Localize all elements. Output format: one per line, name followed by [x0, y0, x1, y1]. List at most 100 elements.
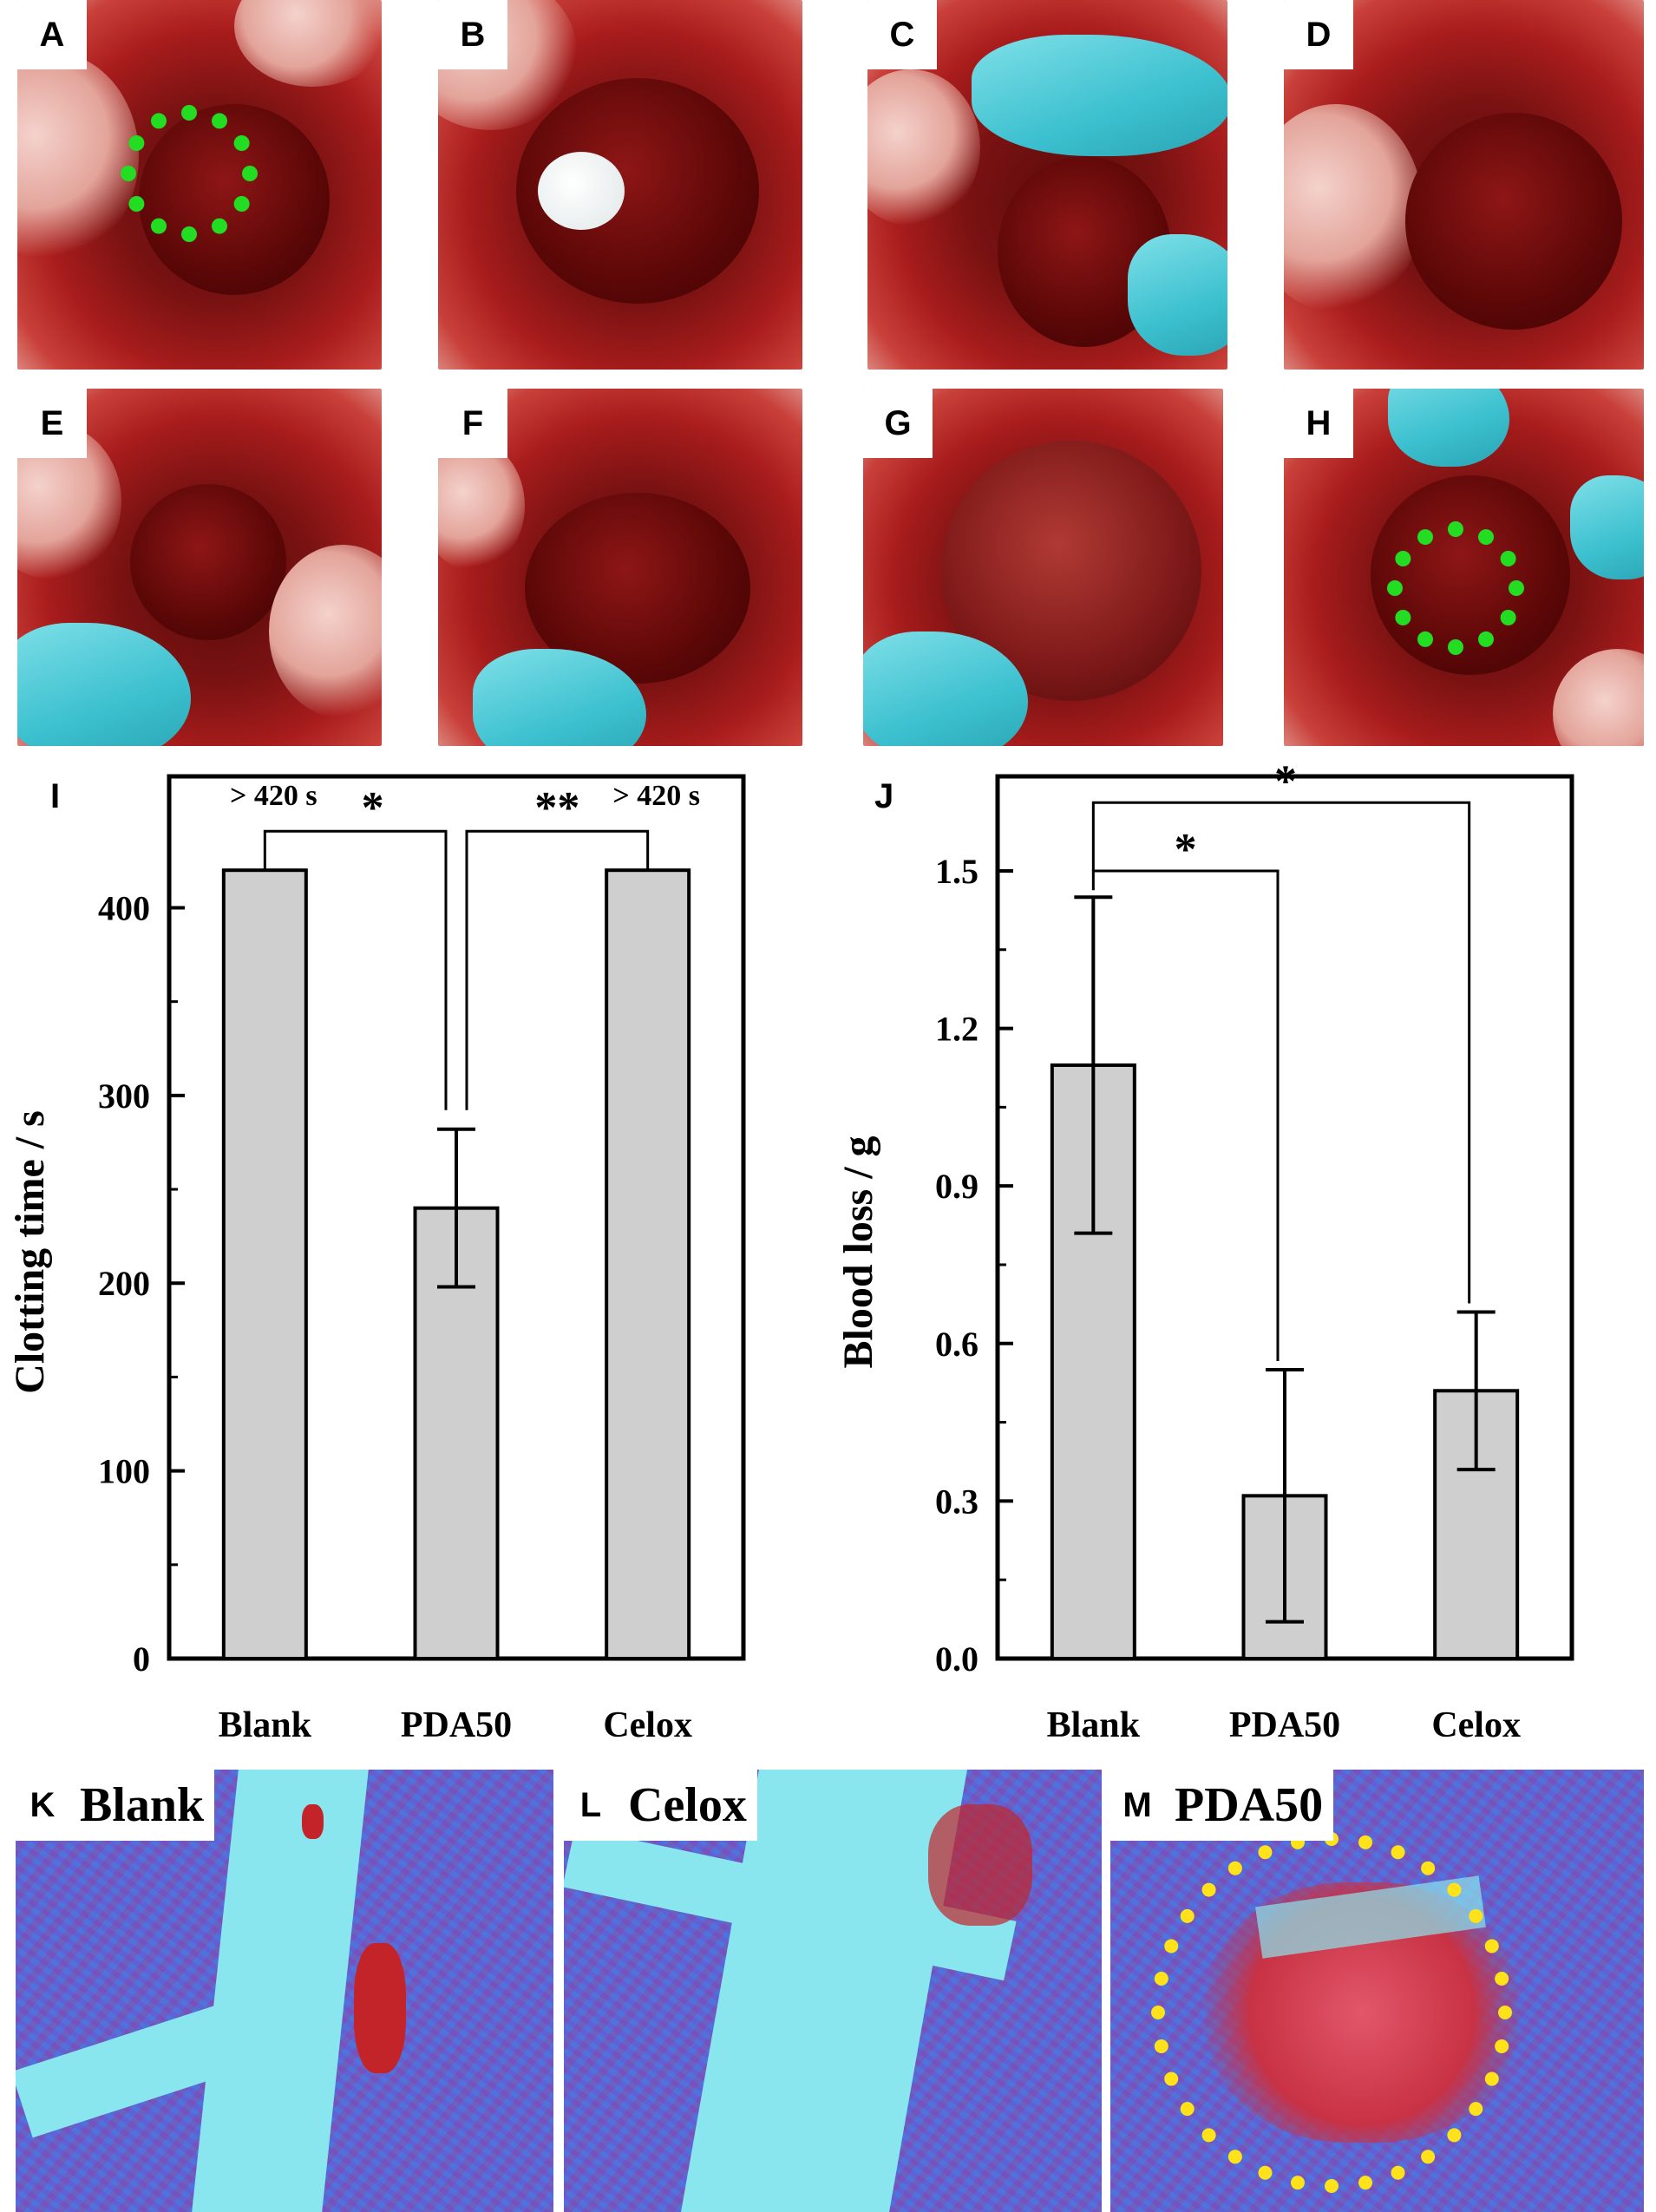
histology-panel-celox: L Celox	[564, 1770, 1102, 2212]
marker-dot	[1417, 631, 1433, 647]
marker-dot	[1484, 2071, 1499, 2086]
panel-letter-f: F	[438, 389, 507, 458]
x-tick-label: Blank	[1047, 1705, 1141, 1744]
marker-dot	[1201, 1882, 1216, 1897]
panel-letter-i: I	[50, 777, 61, 815]
marker-dot	[1448, 521, 1463, 537]
annotation-celox: > 420 s	[612, 780, 700, 812]
y-tick-label: 0	[133, 1639, 150, 1679]
marker-dot	[1201, 2128, 1216, 2143]
marker-dot	[242, 166, 258, 181]
marker-dot	[128, 196, 145, 212]
wound-outline	[1387, 521, 1524, 655]
marker-dot	[181, 226, 197, 242]
marker-dot	[1387, 580, 1403, 596]
marker-dot	[1325, 2179, 1339, 2193]
marker-dot	[1180, 1908, 1195, 1923]
x-tick-label: Blank	[219, 1705, 312, 1744]
panel-letter-g: G	[863, 389, 933, 458]
marker-dot	[1391, 1845, 1405, 1860]
significance-star: *	[362, 783, 384, 833]
marker-dot	[1258, 2165, 1273, 2180]
panel-letter-j: J	[874, 777, 894, 815]
marker-dot	[1227, 2150, 1242, 2164]
marker-dot	[1154, 2039, 1168, 2054]
y-tick-label: 300	[98, 1077, 150, 1116]
marker-dot	[1151, 2006, 1165, 2019]
photo-panel-h: H	[1284, 389, 1644, 746]
histology-title-blank: Blank	[69, 1770, 215, 1841]
photo-panel-f: F	[438, 389, 802, 746]
marker-dot	[1448, 639, 1463, 655]
panel-letter-l: L	[564, 1770, 618, 1841]
marker-dot	[1495, 1971, 1509, 1986]
photo-panel-a: A	[17, 0, 382, 370]
significance-bracket	[1091, 801, 1471, 1304]
wound-outline	[121, 105, 258, 242]
significance-star: *	[1175, 825, 1197, 874]
marker-dot	[1154, 1971, 1168, 1986]
marker-dot	[1421, 2150, 1436, 2164]
significance-bracket	[263, 829, 448, 1110]
photo-panel-d: D	[1284, 0, 1644, 370]
clotting-time-chart: 0 100 200 300 400 Clotting time / s Blank PDA50…	[7, 774, 746, 1744]
panel-letter-k: K	[16, 1770, 69, 1841]
y-tick-label: 0.3	[935, 1482, 979, 1521]
x-tick-label: PDA50	[1229, 1705, 1340, 1744]
marker-dot	[233, 196, 250, 212]
photo-panel-e: E	[17, 389, 382, 746]
marker-dot	[1421, 1861, 1436, 1875]
marker-dot	[1509, 580, 1524, 596]
marker-dot	[1500, 551, 1516, 566]
y-tick-label: 1.2	[935, 1010, 979, 1049]
marker-dot	[212, 218, 227, 234]
photo-panel-g: G	[863, 389, 1223, 746]
clot-outline	[1151, 1832, 1512, 2193]
marker-dot	[1500, 610, 1516, 625]
y-tick-label: 100	[98, 1452, 150, 1491]
marker-dot	[181, 105, 197, 121]
x-tick-label: Celox	[1431, 1705, 1521, 1744]
marker-dot	[1358, 1835, 1373, 1849]
panel-letter-m: M	[1110, 1770, 1164, 1841]
marker-dot	[1495, 2039, 1509, 2054]
marker-dot	[1164, 2071, 1179, 2086]
significance-bracket	[1091, 869, 1280, 1362]
x-tick-label: PDA50	[401, 1705, 512, 1744]
marker-dot	[1358, 2176, 1373, 2190]
marker-dot	[1447, 2128, 1462, 2143]
marker-dot	[1395, 551, 1411, 566]
marker-dot	[121, 166, 136, 181]
panel-letter-h: H	[1284, 389, 1353, 458]
y-tick-label: 0.0	[935, 1639, 979, 1679]
panel-letter-d: D	[1284, 0, 1353, 69]
y-tick-label: 200	[98, 1264, 150, 1303]
histology-panel-pda50: M PDA50	[1110, 1770, 1644, 2212]
y-axis-label: Blood loss / g	[835, 1135, 881, 1368]
hemostatic-sponge	[538, 152, 625, 230]
marker-dot	[1498, 2006, 1512, 2019]
blood-loss-chart: 0.0 0.3 0.6 0.9 1.2 1.5 Blood loss / g Blank PDA…	[835, 763, 1574, 1744]
marker-dot	[1180, 2102, 1195, 2117]
y-tick-label: 0.9	[935, 1167, 979, 1206]
bar-celox	[605, 868, 691, 1661]
bar-blank	[221, 868, 308, 1661]
panel-letter-a: A	[17, 0, 87, 69]
marker-dot	[151, 218, 167, 234]
histology-title-pda50: PDA50	[1164, 1770, 1334, 1841]
panel-letter-b: B	[438, 0, 507, 69]
panel-letter-c: C	[867, 0, 937, 69]
marker-dot	[1290, 2176, 1305, 2190]
histology-panel-blank: K Blank	[16, 1770, 553, 2212]
marker-dot	[1164, 1939, 1179, 1953]
marker-dot	[1258, 1845, 1273, 1860]
y-tick-label: 1.5	[935, 852, 979, 891]
marker-dot	[128, 135, 145, 151]
photo-panel-b: B	[438, 0, 802, 370]
annotation-blank: > 420 s	[230, 780, 317, 812]
significance-star: *	[1274, 763, 1297, 806]
marker-dot	[1478, 631, 1494, 647]
y-tick-label: 400	[98, 888, 150, 927]
marker-dot	[212, 113, 227, 129]
marker-dot	[1469, 2102, 1483, 2117]
